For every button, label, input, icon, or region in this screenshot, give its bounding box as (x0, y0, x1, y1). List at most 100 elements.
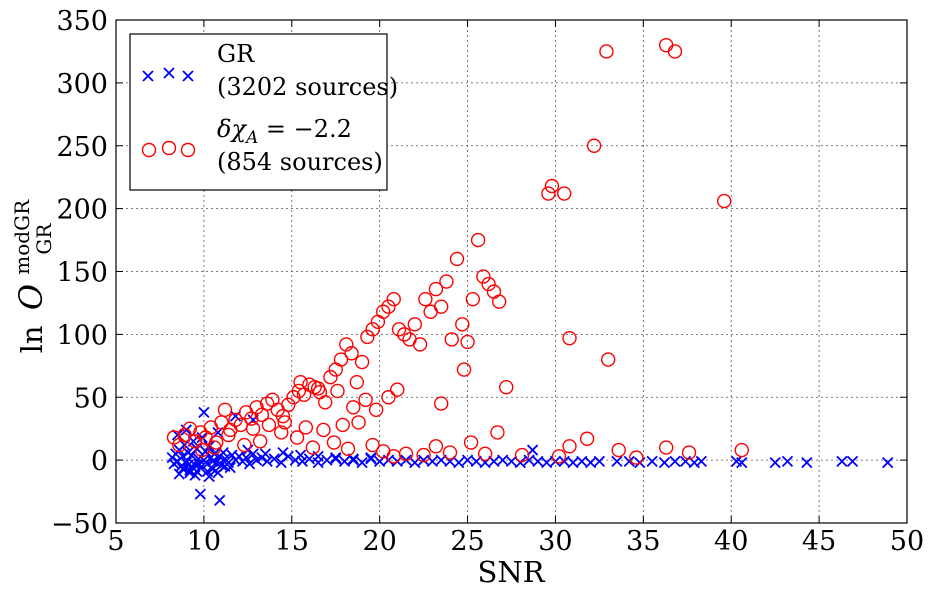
gr-point (312, 450, 324, 462)
mod-point (476, 269, 491, 284)
mod-point (330, 383, 345, 399)
mod-point (579, 431, 595, 446)
mod-point (658, 37, 674, 53)
gr-point (781, 455, 794, 468)
legend-mod-symbol: δχ (217, 115, 247, 143)
mod-point (629, 450, 644, 465)
legend-box (129, 33, 388, 191)
mod-point (339, 337, 354, 352)
mod-point (428, 281, 444, 297)
mod-point (386, 291, 401, 307)
mod-point (562, 439, 577, 454)
gr-point (194, 488, 207, 500)
mod-point (335, 417, 350, 433)
mod-point (293, 374, 308, 390)
y-axis-label-sup: modGR (10, 199, 34, 275)
legend-mod-sub: A (244, 128, 258, 148)
gr-point (497, 454, 509, 466)
mod-point (368, 402, 384, 418)
gr-point (173, 468, 185, 480)
mod-point (433, 299, 449, 314)
gr-point (229, 410, 242, 422)
mod-point (442, 445, 458, 460)
gr-point (219, 460, 231, 473)
x-tick-label: 40 (714, 526, 748, 557)
mod-point (455, 317, 470, 332)
mod-point (433, 396, 449, 411)
y-tick-label: −50 (51, 509, 108, 540)
legend-gr-marker (142, 70, 154, 82)
gr-point (695, 455, 707, 468)
mod-point (305, 440, 321, 455)
series-gr-points (166, 406, 894, 507)
mod-point (562, 330, 577, 346)
gr-point (282, 450, 294, 462)
gr-point (541, 457, 553, 469)
legend-mod-marker (141, 142, 157, 158)
gr-point (558, 455, 570, 468)
mod-point (481, 276, 496, 292)
gr-point (461, 454, 474, 466)
legend-gr-count: (3202 sources) (217, 73, 398, 101)
mod-point (391, 322, 407, 337)
axis-ticks: 5 10 15 20 25 30 35 40 45 50 −50 0 50 100 150 200 250 300… (51, 6, 924, 557)
mod-point (298, 420, 314, 435)
gr-point (611, 455, 623, 468)
mod-point (386, 449, 401, 464)
mod-point (491, 294, 507, 309)
mod-point (281, 397, 296, 412)
gr-point (330, 451, 342, 464)
gr-point (846, 455, 859, 468)
mod-point (541, 186, 556, 201)
mod-point (477, 446, 493, 462)
y-tick-label: 50 (74, 383, 108, 414)
gr-point (593, 455, 606, 468)
mod-point (681, 445, 697, 460)
gr-point (679, 455, 692, 468)
mod-point (416, 447, 431, 463)
mod-point (349, 374, 365, 390)
mod-point (274, 425, 289, 440)
mod-point (463, 435, 479, 450)
mod-point (514, 447, 530, 463)
x-tick-label: 15 (275, 526, 309, 557)
mod-point (490, 425, 505, 440)
y-tick-label: 350 (56, 6, 108, 37)
gr-point (505, 455, 518, 468)
legend-mod-markers (141, 140, 196, 158)
mod-point (316, 422, 331, 438)
gr-point (196, 431, 208, 444)
mod-point (346, 400, 361, 415)
mod-point (333, 352, 349, 367)
gr-point (203, 470, 215, 483)
mod-point (375, 304, 391, 319)
mod-point (381, 299, 396, 314)
mod-point (310, 381, 326, 396)
mod-point (326, 435, 342, 450)
mod-point (252, 434, 268, 449)
x-tick-label: 50 (890, 526, 924, 557)
mod-point (277, 415, 292, 430)
gr-point (303, 453, 315, 465)
y-axis-label-main: O (12, 284, 50, 310)
x-tick-label: 35 (626, 526, 660, 557)
mod-point (381, 390, 396, 405)
gr-point (192, 458, 205, 470)
mod-point (412, 337, 428, 352)
mod-point (499, 379, 514, 395)
y-tick-label: 200 (56, 195, 108, 226)
mod-point (354, 354, 370, 370)
mod-point (221, 427, 236, 443)
gr-point (365, 451, 377, 464)
gr-point (203, 440, 215, 452)
gr-point (576, 455, 588, 468)
gr-point (215, 459, 228, 471)
mod-point (599, 44, 614, 59)
gr-point (736, 457, 748, 469)
mod-point (449, 251, 465, 267)
legend-gr-name: GR (217, 40, 255, 68)
y-axis-label-prefix: ln (15, 325, 49, 353)
legend-gr-markers (142, 67, 194, 82)
gr-point (417, 454, 430, 466)
